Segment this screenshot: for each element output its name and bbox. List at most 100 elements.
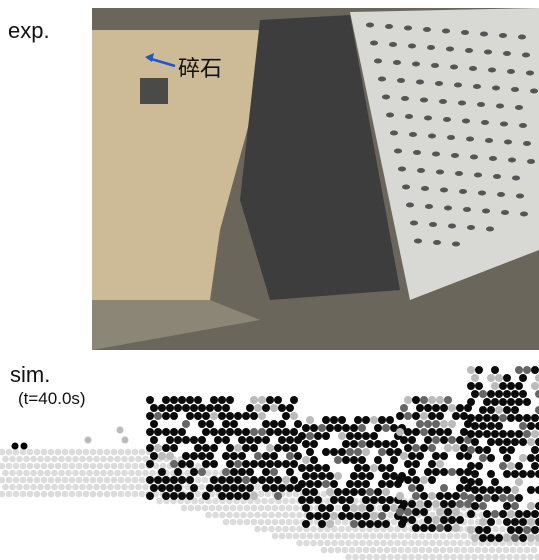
- bed-particle: [37, 484, 44, 491]
- armor-particle: [258, 460, 266, 468]
- bed-particle: [349, 533, 356, 540]
- hole: [466, 137, 474, 142]
- hole: [455, 171, 463, 176]
- armor-particle: [270, 452, 278, 460]
- hole: [447, 135, 455, 140]
- bed-particle: [51, 484, 58, 491]
- bed-particle: [111, 449, 118, 456]
- bed-particle: [226, 512, 233, 519]
- bed-particle: [6, 449, 13, 456]
- armor-particle: [404, 476, 412, 484]
- hole: [408, 44, 416, 49]
- bed-particle: [258, 491, 265, 498]
- armor-particle: [456, 404, 464, 412]
- armor-particle: [412, 428, 420, 436]
- bed-particle: [132, 449, 139, 456]
- armor-particle: [483, 398, 491, 406]
- armor-particle: [444, 492, 452, 500]
- armor-particle: [400, 404, 408, 412]
- armor-particle: [366, 488, 374, 496]
- hole: [401, 96, 409, 101]
- bed-particle: [34, 463, 41, 470]
- bed-particle: [0, 463, 5, 470]
- armor-particle: [432, 452, 440, 460]
- bed-particle: [41, 449, 48, 456]
- bed-particle: [377, 547, 384, 554]
- armor-particle: [314, 432, 322, 440]
- armor-particle: [286, 436, 294, 444]
- armor-particle: [146, 428, 154, 436]
- armor-particle: [170, 444, 178, 452]
- hole: [504, 140, 512, 145]
- hole: [413, 150, 421, 155]
- bed-particle: [9, 456, 16, 463]
- armor-particle: [436, 396, 444, 404]
- armor-particle: [404, 428, 412, 436]
- armor-particle: [202, 460, 210, 468]
- bed-particle: [86, 456, 93, 463]
- armor-particle: [146, 476, 154, 484]
- armor-particle: [214, 436, 222, 444]
- bed-particle: [79, 456, 86, 463]
- bed-particle: [216, 505, 223, 512]
- hole: [516, 194, 524, 199]
- armor-particle: [436, 428, 444, 436]
- armor-particle: [174, 404, 182, 412]
- figure: 碎石 exp. sim. (t=40.0s): [0, 0, 539, 560]
- hole: [489, 156, 497, 161]
- bed-particle: [363, 547, 370, 554]
- armor-particle: [378, 496, 386, 504]
- bed-particle: [443, 554, 450, 560]
- bed-particle: [6, 477, 13, 484]
- armor-particle: [491, 382, 499, 390]
- armor-particle: [250, 460, 258, 468]
- bed-particle: [27, 463, 34, 470]
- armor-particle: [382, 472, 390, 480]
- hole: [512, 176, 520, 181]
- armor-particle: [354, 448, 362, 456]
- bed-particle: [254, 484, 261, 491]
- bed-particle: [279, 505, 286, 512]
- armor-particle: [408, 452, 416, 460]
- armor-particle: [190, 452, 198, 460]
- armor-particle: [507, 382, 515, 390]
- armor-particle: [350, 488, 358, 496]
- armor-particle: [386, 480, 394, 488]
- armor-particle: [527, 518, 535, 526]
- bed-particle: [6, 491, 13, 498]
- hole: [454, 83, 462, 88]
- armor-particle: [146, 492, 154, 500]
- hole: [527, 159, 535, 164]
- bed-particle: [356, 533, 363, 540]
- bed-particle: [352, 540, 359, 547]
- armor-particle: [448, 500, 456, 508]
- armor-particle: [531, 446, 539, 454]
- armor-particle: [306, 432, 314, 440]
- bed-particle: [433, 547, 440, 554]
- bed-particle: [100, 484, 107, 491]
- armor-particle: [338, 432, 346, 440]
- bed-particle: [111, 491, 118, 498]
- hole: [469, 66, 477, 71]
- bed-particle: [6, 463, 13, 470]
- bed-particle: [223, 505, 230, 512]
- armor-particle: [370, 464, 378, 472]
- armor-particle: [150, 452, 158, 460]
- armor-particle: [250, 412, 258, 420]
- bed-particle: [83, 449, 90, 456]
- bed-particle: [72, 456, 79, 463]
- armor-particle: [274, 476, 282, 484]
- armor-particle: [290, 412, 298, 420]
- armor-particle: [428, 492, 436, 500]
- armor-particle: [479, 454, 487, 462]
- armor-particle: [382, 520, 390, 528]
- armor-particle: [400, 436, 408, 444]
- bed-particle: [58, 456, 65, 463]
- bed-particle: [370, 547, 377, 554]
- bed-particle: [205, 470, 212, 477]
- armor-particle: [242, 444, 250, 452]
- armor-particle: [366, 440, 374, 448]
- armor-particle: [456, 436, 464, 444]
- bed-particle: [286, 505, 293, 512]
- armor-particle: [206, 452, 214, 460]
